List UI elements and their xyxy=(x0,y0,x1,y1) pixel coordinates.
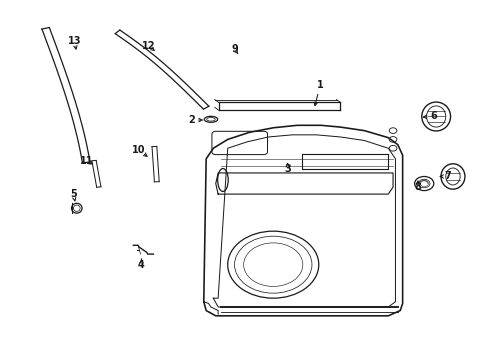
Text: 8: 8 xyxy=(414,182,421,192)
Text: 12: 12 xyxy=(142,41,155,51)
Text: 10: 10 xyxy=(132,145,145,155)
Text: 9: 9 xyxy=(231,45,238,54)
Text: 11: 11 xyxy=(80,156,93,166)
Text: 1: 1 xyxy=(316,80,323,90)
Text: 7: 7 xyxy=(444,171,450,181)
Text: 5: 5 xyxy=(70,189,77,199)
Text: 13: 13 xyxy=(67,36,81,46)
Text: 6: 6 xyxy=(429,112,436,121)
Text: 3: 3 xyxy=(284,165,290,174)
Text: 4: 4 xyxy=(138,260,144,270)
Text: 2: 2 xyxy=(188,115,195,125)
